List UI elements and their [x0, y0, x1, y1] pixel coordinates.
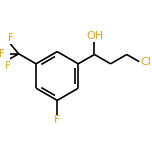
Text: OH: OH [86, 31, 103, 41]
Text: F: F [54, 116, 60, 125]
Text: F: F [5, 61, 10, 71]
Text: F: F [8, 33, 13, 43]
Text: F: F [0, 49, 5, 59]
Text: Cl: Cl [141, 57, 152, 67]
